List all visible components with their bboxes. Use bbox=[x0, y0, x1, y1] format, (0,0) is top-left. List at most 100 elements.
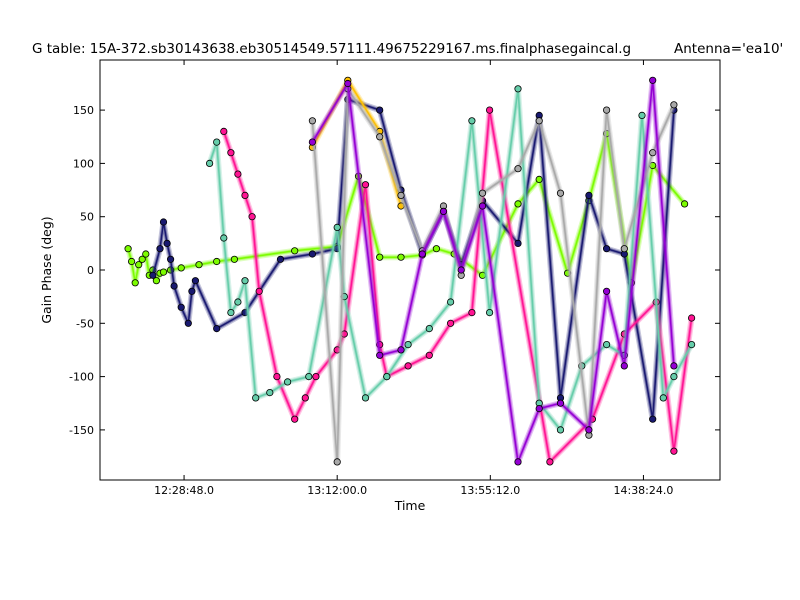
series-layer bbox=[124, 76, 696, 466]
data-point bbox=[620, 362, 628, 370]
data-point bbox=[124, 245, 132, 253]
data-point bbox=[418, 250, 426, 258]
data-point bbox=[556, 189, 565, 197]
data-point bbox=[206, 159, 214, 167]
data-point bbox=[308, 250, 316, 258]
data-point bbox=[283, 378, 292, 386]
data-point bbox=[535, 404, 543, 413]
data-point bbox=[680, 200, 689, 208]
series-line bbox=[152, 98, 675, 420]
data-point bbox=[457, 266, 465, 274]
data-point bbox=[361, 394, 370, 402]
data-point bbox=[131, 279, 139, 287]
data-point bbox=[195, 261, 203, 269]
data-point bbox=[142, 250, 150, 258]
data-point bbox=[535, 175, 543, 183]
data-point bbox=[312, 372, 320, 381]
data-point bbox=[276, 255, 285, 263]
data-point bbox=[305, 372, 313, 381]
data-point bbox=[546, 458, 554, 466]
data-point bbox=[659, 394, 667, 402]
data-point bbox=[301, 394, 309, 402]
data-point bbox=[446, 319, 455, 327]
data-point bbox=[252, 394, 260, 402]
data-point bbox=[149, 271, 157, 279]
x-axis-label: Time bbox=[394, 498, 426, 513]
data-point bbox=[649, 149, 657, 157]
data-point bbox=[167, 255, 175, 263]
x-tick-label: 14:38:24.0 bbox=[613, 484, 673, 497]
data-series bbox=[308, 76, 678, 466]
data-point bbox=[404, 340, 412, 349]
chart-title: G table: 15A-372.sb30143638.eb30514549.5… bbox=[32, 41, 631, 57]
data-point bbox=[191, 277, 199, 285]
data-point bbox=[404, 362, 412, 370]
y-tick-label: 50 bbox=[80, 211, 94, 224]
data-point bbox=[670, 101, 678, 109]
data-point bbox=[514, 85, 522, 93]
data-point bbox=[340, 292, 348, 301]
data-point bbox=[432, 245, 440, 253]
data-point bbox=[397, 202, 405, 210]
y-tick-label: -150 bbox=[69, 424, 94, 437]
data-point bbox=[425, 351, 433, 359]
data-point bbox=[397, 191, 405, 199]
data-series bbox=[124, 130, 689, 287]
data-point bbox=[170, 282, 178, 290]
data-point bbox=[159, 218, 168, 226]
data-point bbox=[291, 415, 299, 423]
data-point bbox=[514, 165, 522, 173]
data-point bbox=[602, 106, 611, 114]
y-tick-label: 0 bbox=[87, 264, 94, 277]
data-point bbox=[177, 264, 185, 272]
data-point bbox=[213, 257, 221, 266]
data-point bbox=[638, 111, 646, 120]
series-line bbox=[220, 107, 695, 465]
data-series bbox=[308, 85, 678, 466]
data-point bbox=[376, 351, 384, 359]
data-point bbox=[397, 346, 405, 354]
data-point bbox=[308, 117, 316, 125]
data-point bbox=[397, 253, 405, 261]
data-point bbox=[333, 223, 341, 231]
series-line bbox=[223, 109, 693, 463]
data-point bbox=[670, 372, 678, 381]
data-point bbox=[128, 257, 136, 266]
data-point bbox=[248, 213, 256, 221]
y-tick-label: -100 bbox=[69, 371, 94, 384]
data-point bbox=[230, 255, 238, 263]
data-point bbox=[184, 319, 192, 327]
data-point bbox=[535, 117, 543, 125]
data-point bbox=[383, 372, 391, 381]
data-point bbox=[468, 308, 476, 317]
data-point bbox=[227, 308, 235, 317]
antenna-label: Antenna='ea10' bbox=[674, 41, 783, 57]
data-point bbox=[649, 76, 657, 84]
data-point bbox=[266, 388, 274, 397]
data-point bbox=[446, 298, 455, 306]
data-point bbox=[188, 287, 196, 295]
data-point bbox=[213, 324, 221, 333]
data-point bbox=[556, 426, 565, 434]
data-point bbox=[227, 149, 235, 157]
data-point bbox=[585, 426, 593, 434]
data-point bbox=[234, 170, 242, 178]
data-point bbox=[220, 127, 228, 135]
data-point bbox=[687, 340, 696, 349]
x-tick-label: 13:12:00.0 bbox=[307, 484, 367, 497]
y-tick-label: 150 bbox=[73, 104, 94, 117]
data-point bbox=[485, 106, 494, 114]
data-point bbox=[177, 303, 185, 311]
data-point bbox=[468, 117, 476, 125]
data-point bbox=[152, 277, 160, 285]
data-point bbox=[485, 308, 494, 317]
y-tick-label: -50 bbox=[76, 317, 94, 330]
data-series bbox=[220, 106, 696, 466]
data-point bbox=[478, 202, 487, 210]
data-point bbox=[333, 458, 341, 466]
y-axis-label: Gain Phase (deg) bbox=[39, 216, 54, 323]
data-point bbox=[159, 268, 168, 276]
data-point bbox=[255, 287, 263, 295]
data-point bbox=[156, 245, 164, 253]
data-point bbox=[234, 298, 242, 306]
